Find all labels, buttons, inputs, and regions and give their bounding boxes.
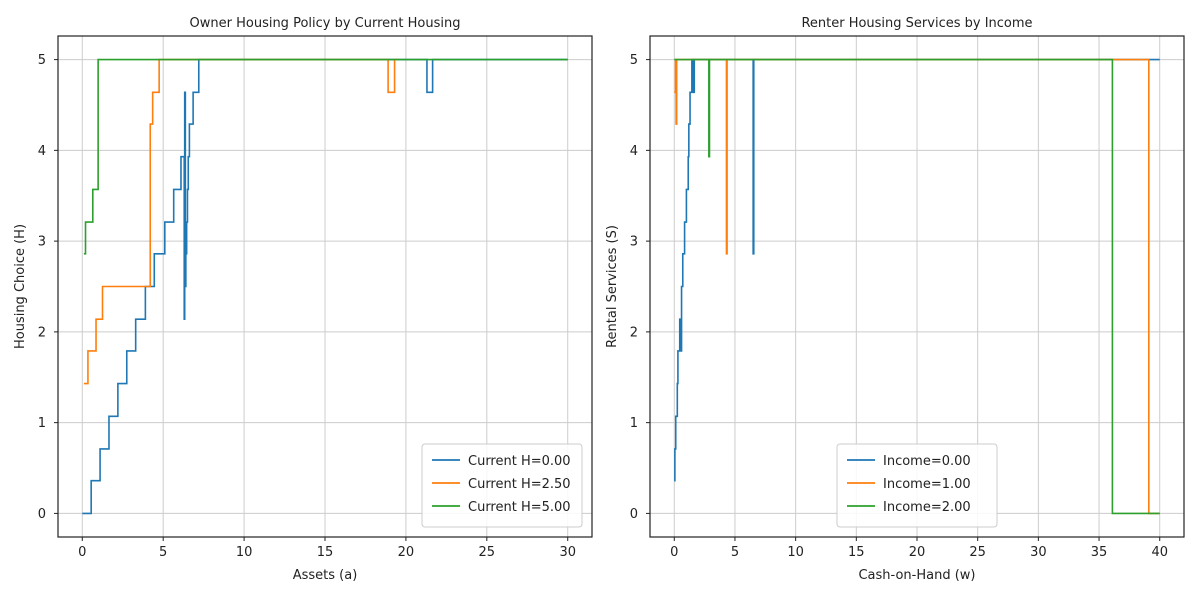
renter-services-x-tick-label: 40 xyxy=(1151,545,1168,560)
owner-housing-x-tick-label: 5 xyxy=(159,545,167,560)
renter-services-legend-label-1: Income=1.00 xyxy=(883,477,971,492)
owner-housing-x-tick-label: 20 xyxy=(398,545,415,560)
owner-housing-x-tick-label: 0 xyxy=(78,545,86,560)
owner-housing-x-tick-label: 15 xyxy=(317,545,334,560)
renter-services-chart-title: Renter Housing Services by Income xyxy=(801,16,1032,31)
renter-services-y-tick-label: 2 xyxy=(630,325,638,340)
owner-housing-y-tick-label: 0 xyxy=(38,507,46,522)
owner-housing-x-tick-label: 25 xyxy=(479,545,496,560)
renter-services-legend-label-0: Income=0.00 xyxy=(883,454,971,469)
renter-services-x-tick-label: 25 xyxy=(969,545,986,560)
renter-services-y-tick-label: 3 xyxy=(630,235,638,250)
renter-services-x-tick-label: 5 xyxy=(731,545,739,560)
renter-services-x-tick-label: 35 xyxy=(1091,545,1108,560)
owner-housing-x-tick-label: 10 xyxy=(236,545,253,560)
owner-housing-legend: Current H=0.00 Current H=2.50 Current H=5.… xyxy=(421,443,583,528)
renter-services-x-axis-label: Cash-on-Hand (w) xyxy=(858,568,975,583)
renter-services-y-tick-label: 5 xyxy=(630,53,638,68)
owner-housing-series-line-0 xyxy=(82,58,568,515)
owner-housing-y-tick-label: 1 xyxy=(38,416,46,431)
owner-housing-legend-label-1: Current H=2.50 xyxy=(468,477,571,492)
renter-services-legend-label-2: Income=2.00 xyxy=(883,500,971,515)
renter-services-x-tick-label: 15 xyxy=(848,545,865,560)
owner-housing-y-tick-label: 4 xyxy=(38,144,46,159)
renter-services-x-tick-label: 10 xyxy=(787,545,804,560)
owner-housing-legend-label-2: Current H=5.00 xyxy=(468,500,571,515)
renter-services-series-group xyxy=(674,58,1160,515)
renter-services-panel: 0 5 10 15 20 25 30 35 40 0 1 2 3 4 5 Renter Housing Se… xyxy=(605,16,1185,583)
renter-services-y-tick-label: 1 xyxy=(630,416,638,431)
renter-services-y-tick-label: 4 xyxy=(630,144,638,159)
owner-housing-x-axis-label: Assets (a) xyxy=(293,568,358,583)
renter-services-series-line-0 xyxy=(674,58,1160,482)
owner-housing-y-tick-label: 5 xyxy=(38,53,46,68)
owner-housing-y-tick-label: 3 xyxy=(38,235,46,250)
owner-housing-legend-box xyxy=(421,443,583,528)
renter-services-legend: Income=0.00 Income=1.00 Income=2.00 xyxy=(836,443,998,528)
renter-services-y-tick-label: 0 xyxy=(630,507,638,522)
owner-housing-series-line-1 xyxy=(83,58,398,385)
renter-services-x-tick-label: 30 xyxy=(1030,545,1047,560)
owner-housing-y-tick-label: 2 xyxy=(38,325,46,340)
owner-housing-panel: 0 5 10 15 20 25 30 0 1 2 3 4 5 Owner Housing Policy … xyxy=(13,16,593,583)
owner-housing-x-tick-label: 30 xyxy=(559,545,576,560)
renter-services-legend-box xyxy=(836,443,998,528)
owner-housing-series-line-2 xyxy=(83,58,568,255)
owner-housing-series-group xyxy=(82,58,568,515)
renter-services-series-line-2 xyxy=(674,58,1160,515)
renter-services-y-axis-label: Rental Services (S) xyxy=(605,225,620,348)
owner-housing-chart-title: Owner Housing Policy by Current Housing xyxy=(190,16,461,31)
owner-housing-legend-label-0: Current H=0.00 xyxy=(468,454,571,469)
owner-housing-y-axis-label: Housing Choice (H) xyxy=(13,224,28,349)
renter-services-x-tick-label: 20 xyxy=(909,545,926,560)
renter-services-x-tick-label: 0 xyxy=(670,545,678,560)
